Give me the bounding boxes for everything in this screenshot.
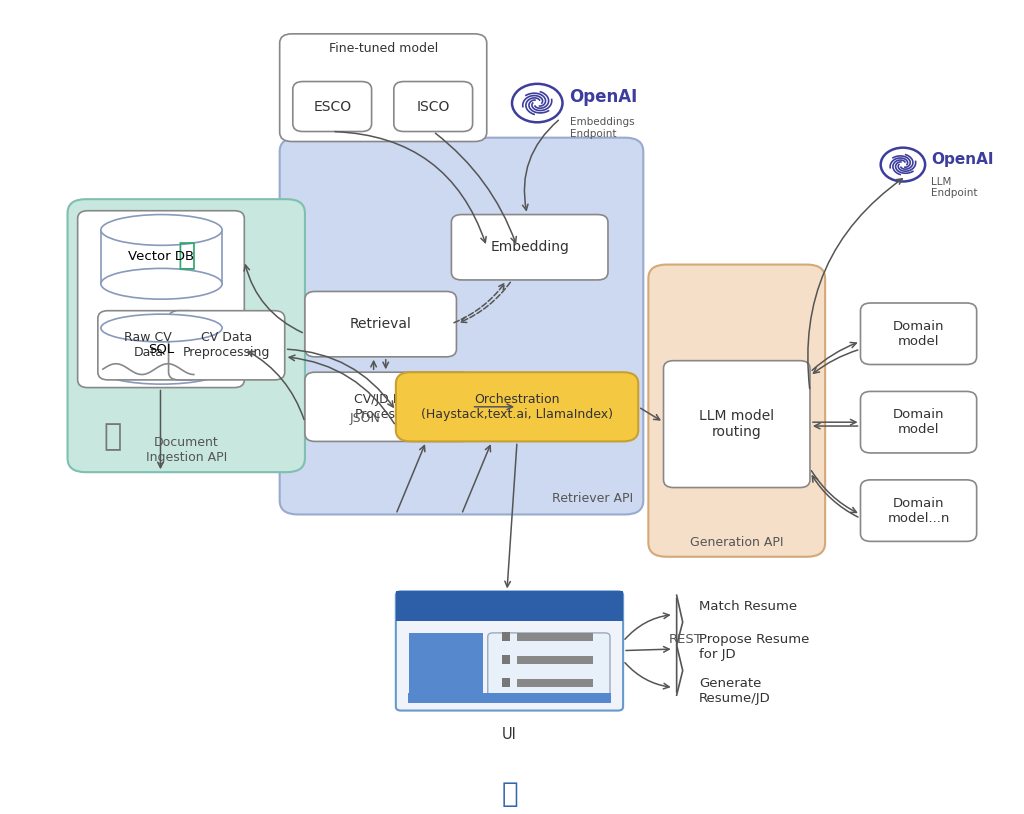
FancyBboxPatch shape (452, 215, 608, 280)
Text: JSON: JSON (350, 412, 381, 425)
Text: LLM
Endpoint: LLM Endpoint (931, 177, 978, 199)
Text: OpenAI: OpenAI (569, 88, 638, 106)
Text: 🧍: 🧍 (501, 780, 518, 807)
FancyBboxPatch shape (68, 199, 305, 472)
Bar (502, 632, 510, 641)
FancyBboxPatch shape (280, 34, 486, 142)
Bar (517, 633, 593, 641)
Text: Retrieval: Retrieval (350, 317, 412, 331)
Bar (517, 656, 593, 663)
Bar (396, 591, 624, 620)
FancyBboxPatch shape (487, 633, 610, 697)
Text: Generate
Resume/JD: Generate Resume/JD (698, 677, 771, 706)
FancyBboxPatch shape (78, 211, 245, 387)
FancyBboxPatch shape (860, 480, 977, 541)
Text: SQL: SQL (148, 343, 174, 356)
Text: Raw CV
Data: Raw CV Data (125, 331, 172, 359)
Text: Match Resume: Match Resume (698, 600, 797, 613)
Text: ESCO: ESCO (313, 99, 351, 113)
FancyBboxPatch shape (394, 81, 473, 132)
Text: Retriever API: Retriever API (552, 492, 633, 505)
Text: ISCO: ISCO (417, 99, 450, 113)
Text: LLM model
routing: LLM model routing (699, 409, 774, 440)
Ellipse shape (101, 215, 222, 245)
Text: CV/JD Data
Processing: CV/JD Data Processing (354, 393, 423, 421)
Bar (408, 693, 611, 702)
Text: Fine-tuned model: Fine-tuned model (329, 42, 438, 55)
FancyBboxPatch shape (396, 372, 638, 441)
FancyBboxPatch shape (98, 311, 199, 380)
Text: Embeddings
Endpoint: Embeddings Endpoint (569, 117, 634, 138)
FancyBboxPatch shape (169, 311, 285, 380)
Text: Domain
model...n: Domain model...n (888, 497, 949, 525)
Text: Document
Ingestion API: Document Ingestion API (145, 436, 227, 465)
Text: Vector DB: Vector DB (128, 251, 195, 264)
FancyBboxPatch shape (396, 591, 624, 711)
Text: Domain
model: Domain model (893, 408, 944, 436)
Text: Generation API: Generation API (690, 536, 783, 549)
Ellipse shape (101, 357, 222, 384)
FancyBboxPatch shape (293, 81, 372, 132)
FancyBboxPatch shape (280, 138, 643, 514)
FancyBboxPatch shape (305, 372, 472, 441)
Text: Embedding: Embedding (490, 240, 569, 254)
Bar (101, 230, 222, 284)
Bar (517, 679, 593, 687)
FancyBboxPatch shape (860, 392, 977, 453)
Text: OpenAI: OpenAI (931, 151, 993, 167)
FancyBboxPatch shape (860, 303, 977, 365)
Bar (409, 633, 482, 697)
Text: CV Data
Preprocessing: CV Data Preprocessing (183, 331, 270, 359)
Text: Orchestration
(Haystack,text.ai, LlamaIndex): Orchestration (Haystack,text.ai, LlamaIn… (421, 393, 613, 421)
FancyBboxPatch shape (305, 291, 457, 357)
Ellipse shape (101, 314, 222, 342)
Text: 🗑: 🗑 (177, 242, 196, 270)
Ellipse shape (101, 269, 222, 300)
Bar (502, 655, 510, 664)
Text: Propose Resume
for JD: Propose Resume for JD (698, 632, 809, 661)
Text: Domain
model: Domain model (893, 320, 944, 348)
Bar (101, 328, 222, 370)
Text: UI: UI (502, 728, 517, 742)
FancyBboxPatch shape (664, 361, 810, 488)
Text: 📄: 📄 (103, 422, 122, 451)
Text: REST: REST (669, 632, 702, 646)
Bar (502, 678, 510, 688)
FancyBboxPatch shape (648, 265, 825, 557)
